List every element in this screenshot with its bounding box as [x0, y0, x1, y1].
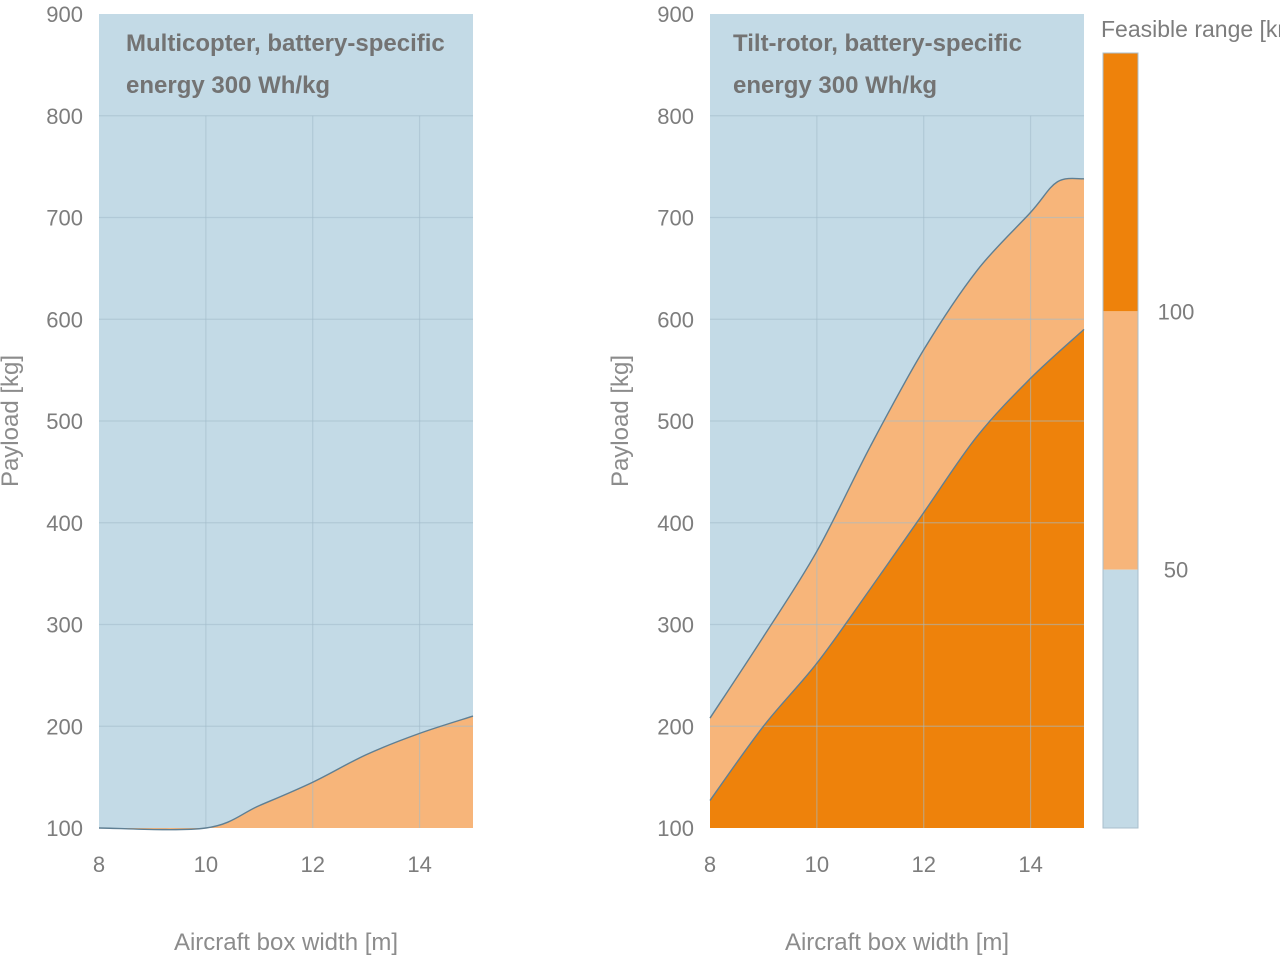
x-axis-label: Aircraft box width [m] [785, 929, 1009, 956]
y-tick-label: 600 [657, 307, 694, 332]
y-tick-label: 900 [657, 2, 694, 27]
area-range-50-100km [99, 716, 473, 830]
tilt-rotor-chart: Tilt-rotor, battery-specific energy 300 … [607, 2, 1085, 956]
x-tick-label: 12 [300, 852, 324, 877]
multicopter-chart: Multicopter, battery-specific energy 300… [0, 2, 474, 956]
legend-tick-label: 100 [1158, 299, 1195, 324]
x-axis-label: Aircraft box width [m] [174, 929, 398, 956]
x-tick-label: 10 [194, 852, 218, 877]
y-tick-label: 300 [657, 613, 694, 638]
legend-title: Feasible range [km] [1101, 16, 1280, 42]
y-tick-label: 200 [46, 714, 83, 739]
legend: Feasible range [km] 100 50 [1101, 16, 1280, 829]
chart-title-line-1: Multicopter, battery-specific [126, 30, 445, 57]
chart-title-line-2: energy 300 Wh/kg [126, 72, 330, 99]
y-tick-label: 900 [46, 2, 83, 27]
chart-title-line-2: energy 300 Wh/kg [733, 72, 937, 99]
y-tick-label: 600 [46, 307, 83, 332]
area-boundary-line [98, 715, 474, 831]
y-axis-label: Payload [kg] [0, 355, 24, 487]
legend-band [1103, 311, 1138, 570]
x-tick-label: 8 [704, 852, 716, 877]
y-tick-label: 700 [657, 206, 694, 231]
chart-title-line-1: Tilt-rotor, battery-specific [733, 30, 1022, 57]
y-tick-label: 200 [657, 714, 694, 739]
x-tick-label: 14 [407, 852, 431, 877]
x-tick-label: 10 [805, 852, 829, 877]
y-axis-label: Payload [kg] [607, 355, 634, 487]
y-tick-label: 400 [657, 511, 694, 536]
y-tick-label: 500 [46, 409, 83, 434]
x-tick-label: 14 [1018, 852, 1042, 877]
x-tick-label: 12 [911, 852, 935, 877]
area-range-over-100km [710, 329, 1084, 828]
area-boundary-line [709, 177, 1085, 719]
y-tick-label: 300 [46, 613, 83, 638]
y-tick-label: 400 [46, 511, 83, 536]
legend-tick-label: 50 [1164, 558, 1188, 583]
legend-band [1103, 53, 1138, 312]
legend-bar-outline [1102, 52, 1139, 829]
area-boundary-line [709, 328, 1085, 801]
y-tick-label: 100 [657, 816, 694, 841]
legend-band [1103, 569, 1138, 828]
y-tick-label: 700 [46, 206, 83, 231]
y-tick-label: 100 [46, 816, 83, 841]
x-tick-label: 8 [93, 852, 105, 877]
y-tick-label: 800 [46, 104, 83, 129]
y-tick-label: 800 [657, 104, 694, 129]
y-tick-label: 500 [657, 409, 694, 434]
